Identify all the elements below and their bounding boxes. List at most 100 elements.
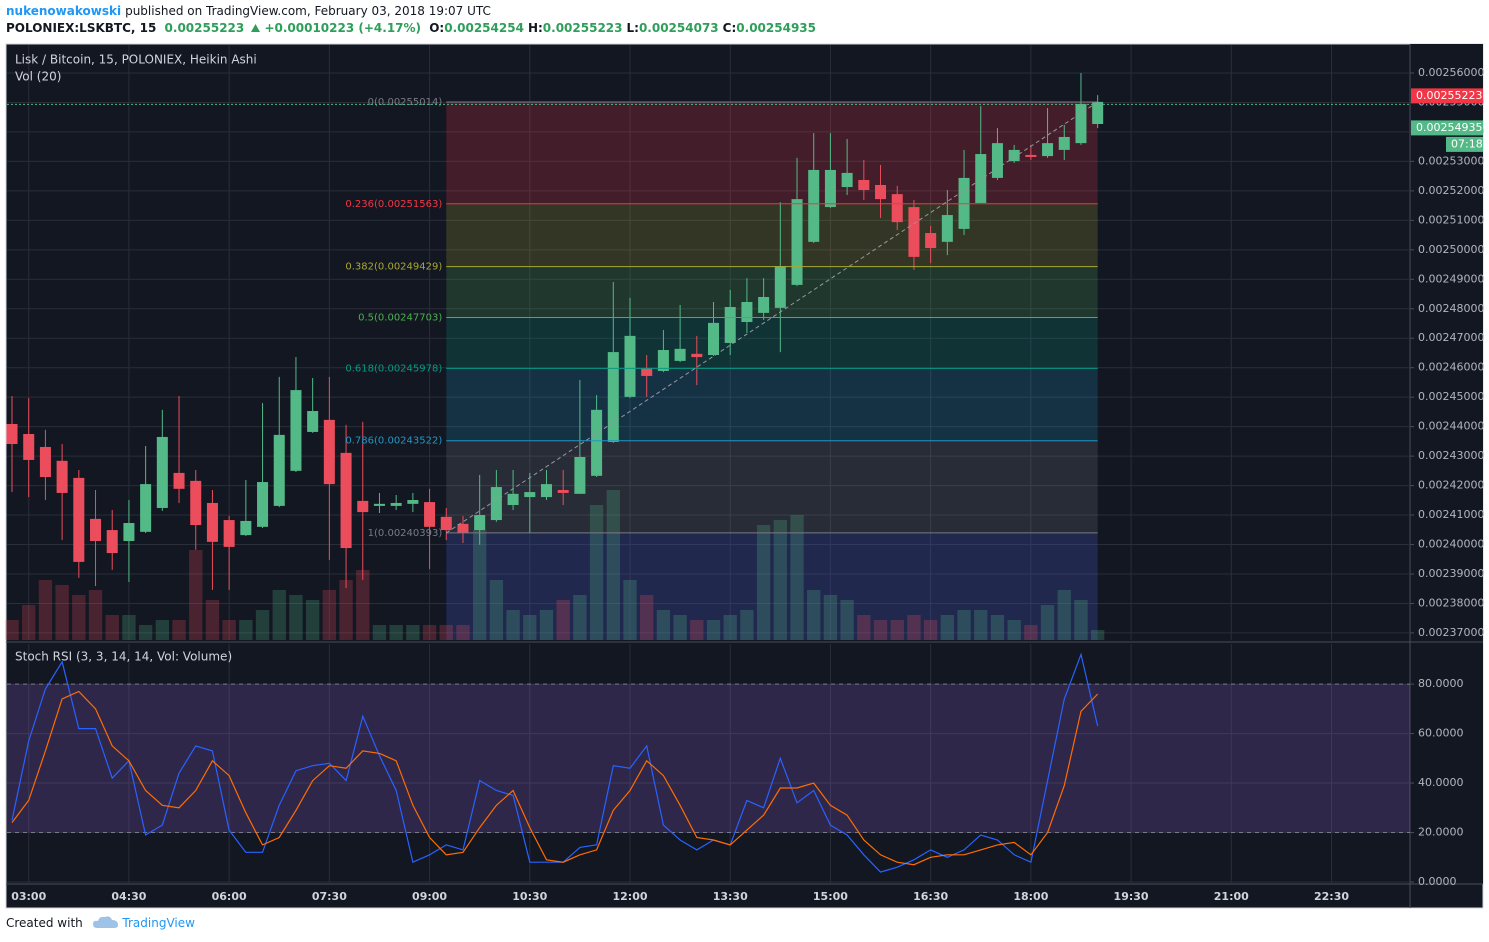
candle-body	[591, 409, 603, 476]
x-tick-label: 22:30	[1314, 890, 1349, 903]
fib-fill-layer	[7, 102, 1410, 834]
x-tick-label: 18:00	[1013, 890, 1048, 903]
candle-body	[140, 484, 152, 532]
x-tick-label: 15:00	[813, 890, 848, 903]
countdown: 07:18	[1451, 137, 1483, 150]
candle-body	[808, 169, 820, 242]
candle-body	[657, 350, 669, 371]
volume-bar	[5, 620, 19, 640]
brand[interactable]: TradingView	[122, 916, 195, 930]
candle-body	[23, 434, 35, 460]
volume-bar	[1024, 625, 1038, 640]
fib-label: 0.618(0.00245978)	[345, 363, 442, 374]
candle-body	[791, 199, 803, 285]
candle-body	[340, 452, 352, 549]
volume-bar	[773, 520, 788, 640]
header-line: POLONIEX:LSKBTC, 15 0.00255223 +0.000102…	[6, 20, 816, 37]
volume-bar	[489, 580, 504, 640]
volume-bar	[255, 610, 270, 640]
candle-body	[824, 169, 836, 208]
volume-bar	[72, 595, 86, 640]
created-with: Created with	[6, 916, 83, 930]
chart-title: Lisk / Bitcoin, 15, POLONIEX, Heikin Ash…	[15, 53, 257, 67]
candle-body	[1008, 149, 1020, 162]
candle-body	[674, 348, 686, 361]
volume-bar	[723, 615, 737, 640]
volume-bar	[523, 615, 537, 640]
volume-bar	[155, 620, 170, 640]
candle-body	[106, 530, 118, 554]
y-tick-label: 0.00245000	[1418, 390, 1484, 403]
last-price: 0.00255223	[164, 21, 245, 35]
volume-bar	[38, 580, 53, 640]
candle-body	[6, 423, 18, 445]
y-tick-label: 0.00249000	[1418, 272, 1484, 285]
candle-body	[490, 487, 502, 521]
volume-bar	[923, 620, 938, 640]
volume-bar	[673, 615, 687, 640]
ohlc-value: 0.00254073	[638, 21, 719, 35]
y-tick-label: 0.0000	[1418, 875, 1457, 888]
stoch-title: Stoch RSI (3, 3, 14, 14, Vol: Volume)	[15, 650, 232, 664]
fib-zone	[446, 203, 1098, 267]
symbol: POLONIEX:LSKBTC, 15	[6, 21, 157, 35]
volume-bar	[1007, 620, 1021, 640]
y-tick-label: 60.0000	[1418, 727, 1464, 740]
candle-body	[641, 367, 653, 376]
volume-bar	[272, 590, 286, 640]
candle-body	[457, 523, 469, 534]
y-tick-label: 80.0000	[1418, 677, 1464, 690]
candle-body	[474, 515, 486, 531]
overlay-layer: 0.002560000.002550000.002540000.00253000…	[7, 66, 1484, 903]
volume-bar	[239, 620, 253, 640]
candle-body	[507, 493, 519, 506]
price-tag-label: 0.00254935	[1416, 121, 1482, 134]
price-tag	[1411, 88, 1483, 104]
volume-bar	[873, 620, 888, 640]
volume-bar	[840, 600, 854, 640]
volume-bar	[690, 620, 704, 640]
candle-body	[190, 480, 202, 526]
y-tick-label: 0.00256000	[1418, 66, 1484, 79]
fib-label: 0.382(0.00249429)	[345, 262, 442, 273]
volume-bar	[372, 625, 387, 640]
candle-body	[724, 306, 736, 343]
candle-body	[1058, 136, 1070, 150]
ohlc-value: 0.00254935	[736, 21, 816, 35]
fib-label: 0(0.00255014)	[368, 97, 443, 108]
candle-body	[290, 390, 302, 471]
volume-bar	[122, 615, 136, 640]
volume-bar	[740, 610, 754, 640]
volume-legend: Vol (20)	[15, 70, 61, 84]
volume-bar	[406, 625, 420, 640]
fib-label: 0.786(0.00243522)	[345, 436, 442, 447]
volume-bar	[1074, 600, 1088, 640]
candle-body	[273, 434, 285, 506]
x-tick-label: 16:30	[913, 890, 948, 903]
fib-label: 0.5(0.00247703)	[358, 313, 442, 324]
ohlc-value: 0.00254254	[444, 21, 524, 35]
candle-body	[156, 436, 168, 508]
y-tick-label: 0.00241000	[1418, 508, 1484, 521]
volume-bar	[105, 615, 119, 640]
price-tag	[1411, 120, 1483, 136]
volume-bar	[339, 580, 353, 640]
fib-label: 1(0.00240393)	[368, 528, 443, 539]
marks-layer	[5, 72, 1105, 873]
volume-bar	[189, 550, 203, 640]
candle-body	[925, 233, 937, 249]
y-tick-label: 0.00244000	[1418, 420, 1484, 433]
candle-body	[707, 322, 720, 356]
footer: Created with TradingView	[6, 915, 195, 930]
candle-body	[691, 353, 703, 358]
y-tick-label: 0.00237000	[1418, 626, 1484, 639]
volume-bar	[422, 625, 437, 640]
author[interactable]: nukenowakowski	[6, 4, 122, 18]
ohlc-label: O:	[429, 21, 445, 35]
change: +0.00010223 (+4.17%)	[264, 21, 422, 35]
stoch-line	[11, 652, 1099, 873]
ohlc-label: H:	[527, 21, 543, 35]
candle-body	[173, 472, 185, 489]
candle-body	[1092, 101, 1104, 124]
